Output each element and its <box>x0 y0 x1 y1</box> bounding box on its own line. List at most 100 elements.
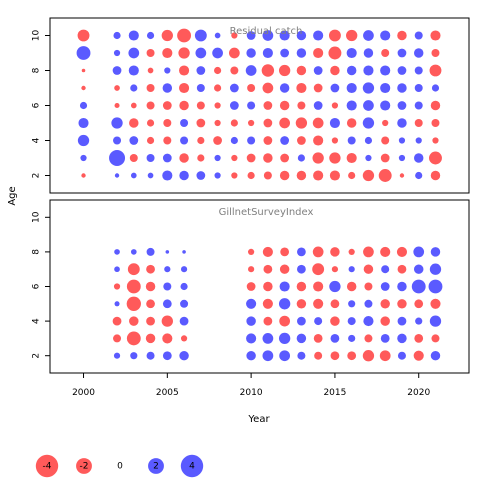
bubble <box>430 30 441 41</box>
bubble <box>162 333 173 344</box>
bubble <box>280 153 290 163</box>
bubble <box>263 264 273 274</box>
bubble <box>397 66 407 75</box>
bubble <box>331 102 339 109</box>
bubble <box>414 119 423 127</box>
bubble <box>346 281 357 292</box>
bubble <box>114 266 120 273</box>
bubble <box>196 171 206 180</box>
bubble <box>113 334 122 343</box>
bubble <box>348 334 356 342</box>
bubble <box>279 30 290 41</box>
bubble <box>397 299 407 309</box>
bubble <box>279 170 290 181</box>
legend-bubble <box>35 454 59 478</box>
bubble <box>397 264 407 274</box>
bubble <box>147 67 154 74</box>
bubble <box>228 47 240 59</box>
bubble <box>180 266 188 273</box>
bubble <box>297 264 306 274</box>
panel-title-residual-catch: Residual catch <box>230 26 303 37</box>
bubble <box>279 83 290 93</box>
bubble <box>114 249 120 255</box>
bubble <box>114 102 120 109</box>
bubble <box>380 153 390 163</box>
bubble <box>380 65 391 76</box>
bubble <box>398 154 406 162</box>
bubble <box>229 83 239 93</box>
y-tick-label: 2 <box>32 353 42 359</box>
bubble <box>246 316 256 326</box>
bubble <box>313 47 324 59</box>
bubble <box>165 250 170 254</box>
bubble <box>180 282 188 291</box>
bubble <box>296 281 307 292</box>
bubble <box>328 46 342 60</box>
bubble <box>397 333 407 344</box>
bubble <box>146 247 155 256</box>
bubble <box>247 101 256 110</box>
bubble <box>397 118 407 128</box>
legend-bubble <box>76 458 92 474</box>
bubble <box>194 29 207 42</box>
bubble <box>362 169 375 182</box>
bubble <box>163 119 172 127</box>
bubble <box>214 32 221 39</box>
bubble <box>430 100 441 111</box>
bubble <box>262 246 273 257</box>
legend-label: -4 <box>43 462 52 472</box>
size-legend: -4 -2 0 2 4 <box>35 454 204 478</box>
bubble <box>314 317 323 326</box>
bubble <box>246 282 256 291</box>
bubble <box>261 64 275 77</box>
bubble <box>413 246 425 258</box>
bubble <box>246 153 256 163</box>
bubble <box>397 48 407 58</box>
bubble <box>80 154 87 162</box>
bubble <box>364 136 373 145</box>
panel-gillnet-survey-index: 2 4 6 8 10 GillnetSurveyIndex <box>32 199 470 374</box>
y-tick-label: 2 <box>32 173 42 179</box>
bubble <box>262 333 274 344</box>
bubble <box>262 30 274 41</box>
bubble <box>413 153 424 163</box>
bubble <box>297 136 306 145</box>
bubble <box>296 299 307 309</box>
bubble <box>363 30 374 41</box>
bubble <box>313 298 324 309</box>
bubble <box>164 67 171 74</box>
bubble <box>348 300 356 308</box>
bubble <box>262 82 274 94</box>
bubble <box>112 316 122 326</box>
bubble <box>348 266 355 273</box>
bubble <box>297 247 306 257</box>
bubble <box>248 119 255 127</box>
bubble <box>113 31 121 40</box>
bubble <box>109 150 126 166</box>
bubble <box>398 137 406 144</box>
bubble <box>130 102 137 109</box>
bubble <box>431 49 440 57</box>
bubble <box>312 117 324 129</box>
bubble <box>363 264 374 274</box>
bubble <box>431 334 440 343</box>
bubble <box>161 29 173 42</box>
bubble <box>163 282 172 291</box>
bubble <box>146 84 155 92</box>
bubble <box>162 83 173 93</box>
bubble <box>263 136 273 145</box>
bubble <box>381 265 390 274</box>
bubble <box>380 246 391 257</box>
bubble <box>263 316 273 326</box>
bubble <box>214 102 221 109</box>
bubble <box>295 117 308 129</box>
bubble <box>414 66 423 75</box>
bubble <box>431 84 440 92</box>
y-tick-label: 10 <box>32 30 42 42</box>
bubble <box>81 173 86 178</box>
bubble <box>379 350 391 362</box>
bubble <box>263 171 272 180</box>
bubble <box>364 282 373 291</box>
bubble <box>231 32 238 39</box>
bubble <box>313 334 323 343</box>
